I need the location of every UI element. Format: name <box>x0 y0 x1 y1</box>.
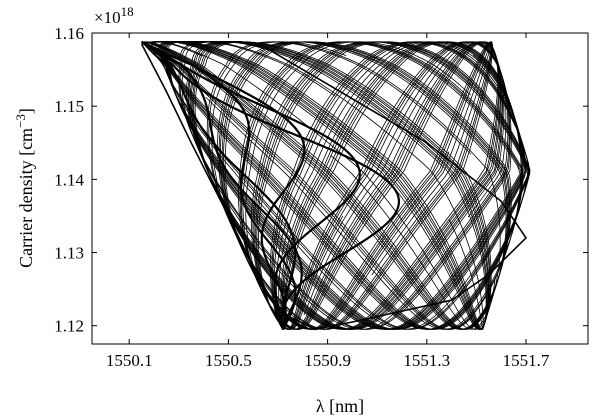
y-tick-label: 1.14 <box>54 170 84 189</box>
y-tick-label: 1.13 <box>54 244 84 263</box>
trajectory-traces <box>140 40 531 331</box>
x-axis-ticks: 1550.1 1550.5 1550.9 1551.3 1551.7 <box>106 33 550 370</box>
trajectory-loop-line <box>140 40 361 330</box>
y-axis-ticks: 1.12 1.13 1.14 1.15 1.16 <box>54 24 588 336</box>
y-exponent-base: ×10 <box>94 8 121 27</box>
x-tick-label: 1550.5 <box>205 351 252 370</box>
x-tick-label: 1551.3 <box>403 351 450 370</box>
x-tick-label: 1551.7 <box>503 351 550 370</box>
trajectory-mesh-line <box>161 41 526 330</box>
trajectory-mesh-line <box>143 41 529 330</box>
trajectory-mesh-line <box>163 41 530 330</box>
trajectory-mesh-line <box>141 41 527 330</box>
x-tick-label: 1550.1 <box>106 351 153 370</box>
y-tick-label: 1.15 <box>54 97 84 116</box>
y-axis-label: Carrier density [cm−3] <box>13 108 36 268</box>
y-tick-label: 1.12 <box>54 317 84 336</box>
trajectory-loop-line <box>141 40 306 330</box>
trajectory-loop-line <box>140 40 401 330</box>
y-tick-label: 1.16 <box>54 24 84 43</box>
trajectory-mesh-line <box>157 41 529 331</box>
y-exponent-label: ×1018 <box>94 4 134 27</box>
x-axis-label: λ [nm] <box>316 396 364 416</box>
trajectory-mesh-line <box>144 40 531 330</box>
y-axis-label-end: ] <box>16 108 36 114</box>
trajectory-mesh-line <box>152 41 531 330</box>
y-exponent-power: 18 <box>121 4 134 19</box>
trajectory-mesh-line <box>143 41 530 330</box>
plot-frame <box>91 32 589 345</box>
trajectory-loop-line <box>140 40 297 330</box>
x-tick-label: 1550.9 <box>304 351 351 370</box>
trajectory-mesh-line <box>144 41 530 331</box>
y-axis-label-main: Carrier density [cm <box>16 128 36 268</box>
y-axis-label-sup: −3 <box>13 114 28 128</box>
